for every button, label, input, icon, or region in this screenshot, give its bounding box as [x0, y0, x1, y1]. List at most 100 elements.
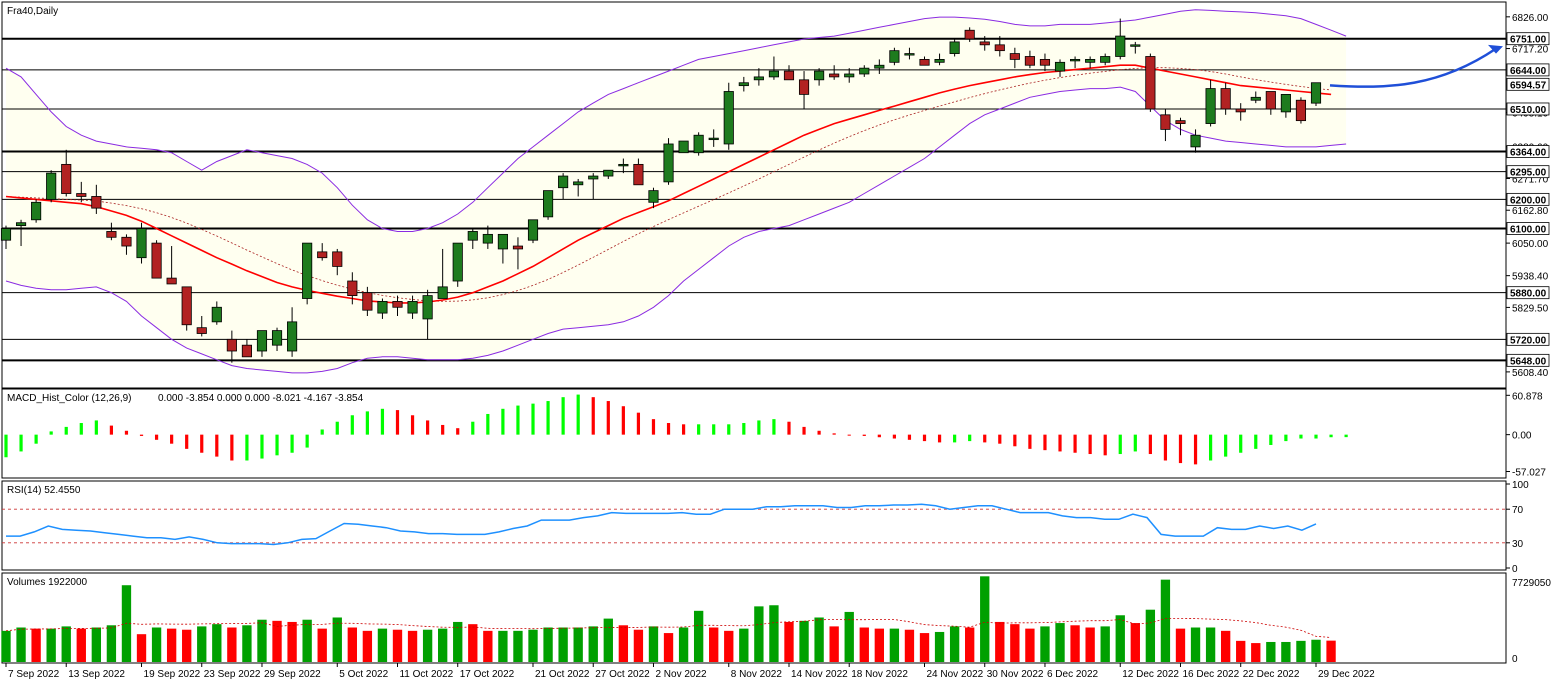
- candle-body: [76, 193, 87, 197]
- macd-bar: [561, 397, 565, 435]
- price-tick-label: 6162.80: [1512, 206, 1549, 217]
- macd-bar: [335, 421, 339, 435]
- date-tick-label: 29 Dec 2022: [1318, 669, 1375, 680]
- volume-bar: [227, 627, 237, 662]
- candle-body: [437, 286, 448, 299]
- volume-bar: [1130, 623, 1140, 662]
- volume-bar: [287, 621, 297, 662]
- volume-bar: [1085, 627, 1095, 662]
- volume-bar: [272, 620, 282, 662]
- candle-body: [558, 175, 569, 189]
- candle-body: [407, 301, 418, 314]
- volume-bar: [1025, 628, 1035, 662]
- candle-body: [181, 286, 192, 326]
- volume-bar: [558, 627, 568, 662]
- candle-body: [1175, 120, 1186, 124]
- candle-body: [61, 163, 72, 194]
- candle-body: [1250, 96, 1261, 101]
- volume-bar: [1145, 609, 1156, 662]
- macd-bar: [94, 420, 98, 435]
- candle-body: [919, 59, 930, 66]
- candle-body: [648, 190, 659, 203]
- level-label-box: [1506, 192, 1550, 206]
- candle-body: [573, 181, 584, 186]
- candle-body: [829, 73, 840, 78]
- volume-bar: [422, 629, 433, 662]
- candle-body: [1085, 59, 1096, 63]
- level-label-box: [1506, 63, 1550, 77]
- candle-body: [256, 330, 268, 352]
- macd-tick-label: 60.878: [1512, 391, 1543, 402]
- volume-bar: [799, 620, 809, 662]
- macd-bar: [847, 434, 851, 436]
- volume-title: Volumes 1922000: [7, 577, 88, 588]
- date-tick-label: 30 Nov 2022: [987, 669, 1044, 680]
- macd-bar: [4, 434, 8, 458]
- projection-arrow: [1329, 47, 1497, 88]
- chart-title: Fra40,Daily: [7, 6, 58, 17]
- macd-bar: [621, 406, 625, 435]
- slow-average-line: [5, 67, 1332, 302]
- candle-body: [362, 292, 373, 311]
- date-tick-label: 12 Dec 2022: [1122, 669, 1179, 680]
- volume-bar: [693, 610, 704, 662]
- candle-body: [768, 70, 779, 78]
- volume-bar: [166, 628, 177, 662]
- macd-bar: [109, 425, 114, 435]
- macd-title: MACD_Hist_Color (12,26,9): [7, 393, 132, 404]
- date-tick-label: 16 Dec 2022: [1182, 669, 1239, 680]
- volume-bar: [1160, 579, 1171, 662]
- macd-bar: [998, 434, 1002, 444]
- volume-bar: [1115, 615, 1125, 662]
- level-label: 6200.00: [1510, 195, 1547, 206]
- volume-bar: [678, 627, 689, 662]
- date-tick-label: 17 Oct 2022: [460, 669, 515, 680]
- macd-bar: [1088, 434, 1092, 455]
- macd-bar: [757, 420, 761, 435]
- volume-bar: [859, 627, 869, 662]
- candle-body: [693, 134, 704, 154]
- volume-bar: [784, 621, 794, 662]
- volume-bar: [257, 619, 267, 662]
- candle-body: [723, 91, 734, 145]
- candle-body: [814, 70, 825, 81]
- macd-bar: [365, 411, 369, 435]
- candle-body: [422, 295, 433, 320]
- macd-bar: [441, 424, 445, 435]
- candle-body: [1070, 59, 1081, 62]
- volume-bar: [317, 628, 327, 662]
- candle-body: [31, 201, 42, 221]
- macd-bar: [290, 434, 294, 453]
- candle-body: [166, 277, 177, 285]
- date-tick-label: 27 Oct 2022: [595, 669, 650, 680]
- date-tick-label: 18 Nov 2022: [851, 669, 908, 680]
- candle-body: [497, 233, 508, 250]
- date-tick-label: 7 Sep 2022: [8, 669, 60, 680]
- price-tick-label: 6271.70: [1512, 174, 1549, 185]
- macd-bar: [1118, 434, 1122, 455]
- volume-bar: [483, 630, 493, 662]
- date-tick-label: 13 Sep 2022: [68, 669, 125, 680]
- candle-body: [377, 301, 388, 314]
- candle-body: [994, 44, 1005, 52]
- volume-bar: [61, 626, 71, 662]
- candle-body: [1310, 82, 1322, 104]
- candle-body: [874, 64, 885, 69]
- volume-bar: [437, 628, 448, 662]
- volume-bar: [468, 624, 478, 662]
- volume-bar: [46, 628, 56, 662]
- macd-bar: [727, 424, 731, 435]
- date-tick-label: 6 Dec 2022: [1047, 669, 1099, 680]
- macd-bar: [968, 434, 972, 442]
- last-price-box: [1506, 77, 1550, 91]
- macd-bar: [1058, 434, 1062, 452]
- macd-bar: [712, 424, 716, 435]
- macd-bar: [170, 434, 174, 444]
- date-tick-label: 5 Oct 2022: [339, 669, 388, 680]
- volume-bar: [182, 629, 192, 662]
- candle-body: [1024, 56, 1035, 66]
- macd-bar: [1239, 434, 1243, 453]
- rsi-title: RSI(14) 52.4550: [7, 485, 81, 496]
- volume-bar: [212, 624, 222, 662]
- candle-body: [241, 344, 252, 358]
